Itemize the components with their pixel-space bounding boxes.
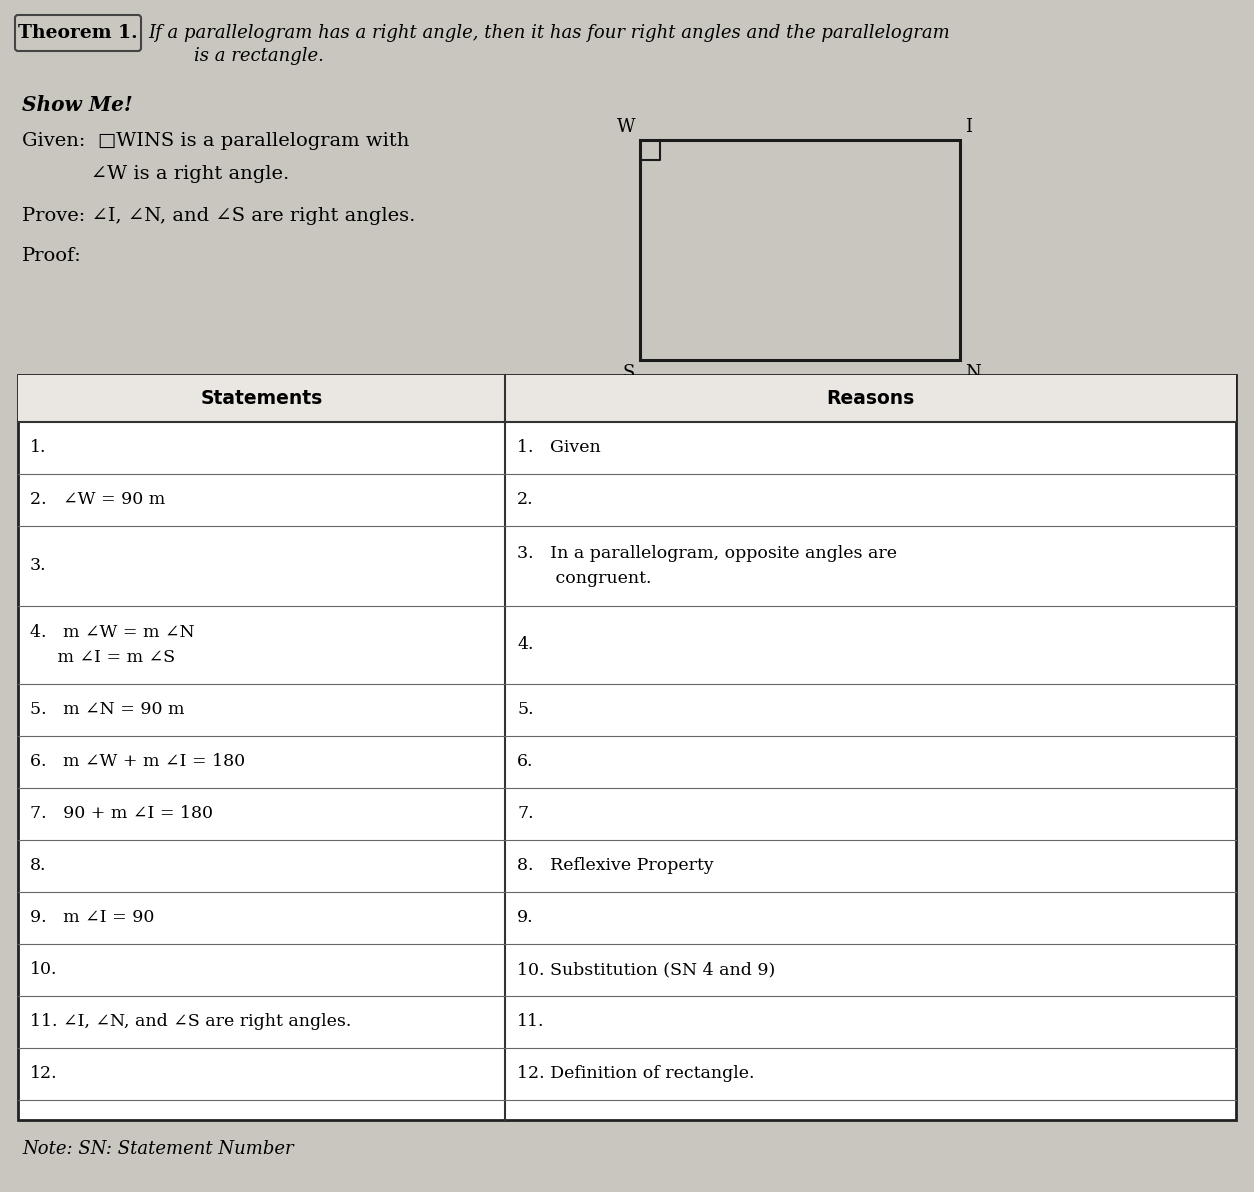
Text: Prove: ∠I, ∠N, and ∠S are right angles.: Prove: ∠I, ∠N, and ∠S are right angles. xyxy=(23,207,415,225)
Text: Theorem 1.: Theorem 1. xyxy=(19,24,138,42)
Text: 11.: 11. xyxy=(517,1013,544,1031)
Text: 5.   m ∠N = 90 m: 5. m ∠N = 90 m xyxy=(30,702,184,719)
Text: Show Me!: Show Me! xyxy=(23,95,133,114)
Text: 12.: 12. xyxy=(30,1066,58,1082)
Text: is a rectangle.: is a rectangle. xyxy=(148,46,324,66)
Text: 3.   In a parallelogram, opposite angles are
       congruent.: 3. In a parallelogram, opposite angles a… xyxy=(517,545,897,586)
Text: 1.: 1. xyxy=(30,440,46,457)
Bar xyxy=(18,375,1236,422)
Text: I: I xyxy=(966,118,972,136)
Text: 4.   m ∠W = m ∠N
     m ∠I = m ∠S: 4. m ∠W = m ∠N m ∠I = m ∠S xyxy=(30,625,194,666)
Text: 1.   Given: 1. Given xyxy=(517,440,601,457)
Text: 2.   ∠W = 90 m: 2. ∠W = 90 m xyxy=(30,491,166,509)
Bar xyxy=(640,139,961,360)
Text: 7.   90 + m ∠I = 180: 7. 90 + m ∠I = 180 xyxy=(30,806,213,822)
Text: W: W xyxy=(617,118,635,136)
Text: 12. Definition of rectangle.: 12. Definition of rectangle. xyxy=(517,1066,755,1082)
Text: N: N xyxy=(966,364,981,381)
Text: 7.: 7. xyxy=(517,806,534,822)
Text: 5.: 5. xyxy=(517,702,534,719)
Text: If a parallelogram has a right angle, then it has four right angles and the para: If a parallelogram has a right angle, th… xyxy=(148,24,949,42)
Bar xyxy=(18,375,1236,1120)
Text: Reasons: Reasons xyxy=(826,389,914,408)
Text: 10. Substitution (SN 4 and 9): 10. Substitution (SN 4 and 9) xyxy=(517,962,775,979)
Text: 4.: 4. xyxy=(517,637,534,653)
Text: 11. ∠I, ∠N, and ∠S are right angles.: 11. ∠I, ∠N, and ∠S are right angles. xyxy=(30,1013,351,1031)
Text: S: S xyxy=(623,364,635,381)
Text: 6.: 6. xyxy=(517,753,534,770)
Text: 3.: 3. xyxy=(30,558,46,575)
Text: Statements: Statements xyxy=(201,389,322,408)
Text: 8.: 8. xyxy=(30,857,46,875)
Text: 2.: 2. xyxy=(517,491,534,509)
Text: ∠W is a right angle.: ∠W is a right angle. xyxy=(23,164,290,184)
Text: Proof:: Proof: xyxy=(23,247,82,265)
Text: 9.: 9. xyxy=(517,909,534,926)
Text: 6.   m ∠W + m ∠I = 180: 6. m ∠W + m ∠I = 180 xyxy=(30,753,245,770)
Text: 10.: 10. xyxy=(30,962,58,979)
Text: Note: SN: Statement Number: Note: SN: Statement Number xyxy=(23,1140,293,1157)
FancyBboxPatch shape xyxy=(15,15,140,51)
Text: 9.   m ∠I = 90: 9. m ∠I = 90 xyxy=(30,909,154,926)
Text: 8.   Reflexive Property: 8. Reflexive Property xyxy=(517,857,714,875)
Text: Given:  □WINS is a parallelogram with: Given: □WINS is a parallelogram with xyxy=(23,132,409,150)
